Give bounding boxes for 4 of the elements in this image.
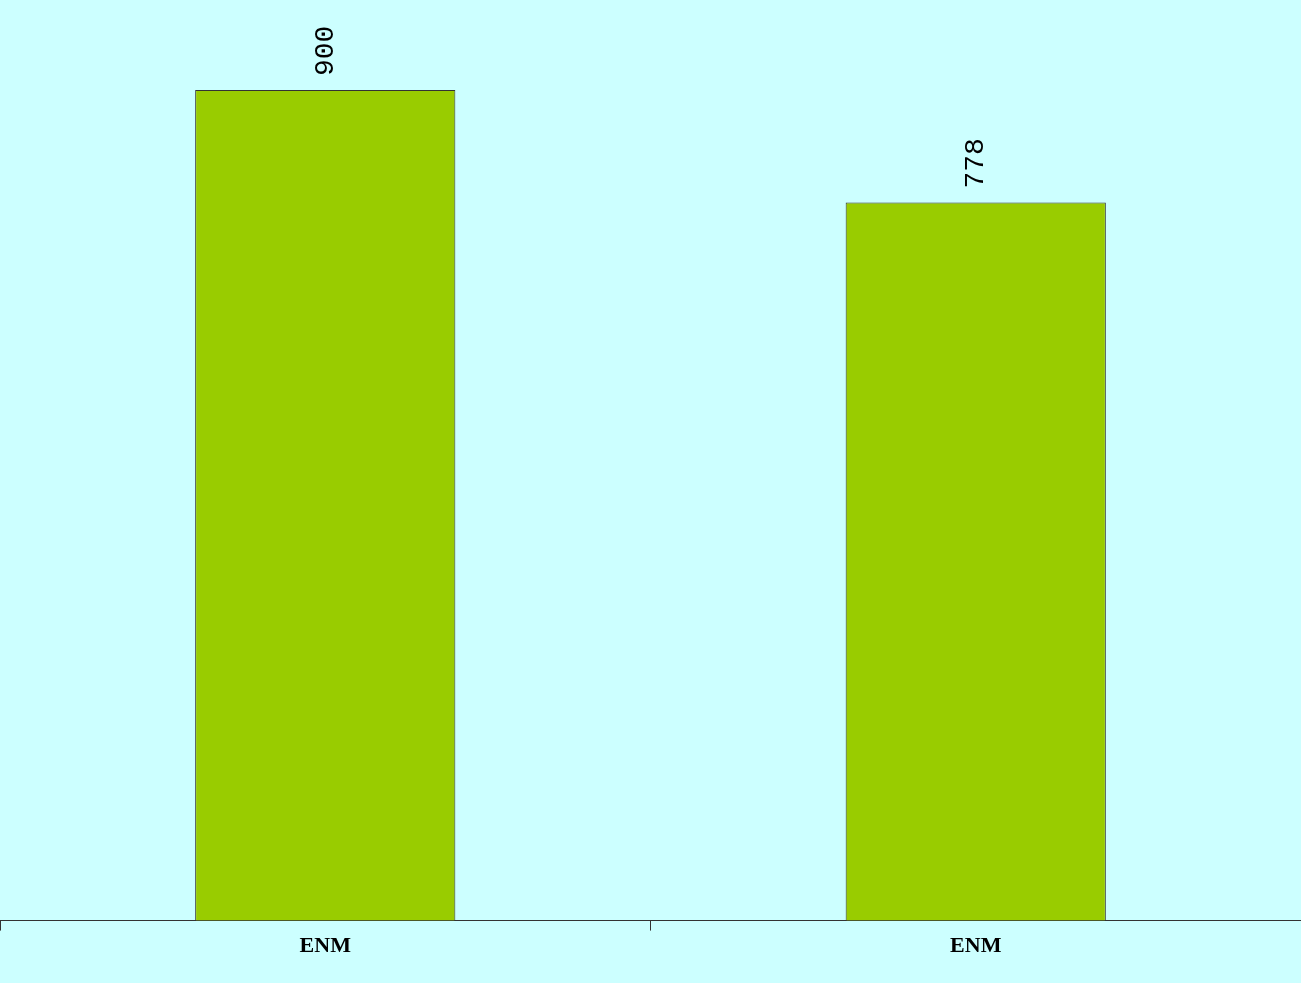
data-label: 778	[960, 138, 992, 189]
x-tick-label: ENM	[299, 932, 352, 958]
x-tick-label: ENM	[950, 932, 1002, 958]
data-label: 900	[309, 25, 341, 76]
